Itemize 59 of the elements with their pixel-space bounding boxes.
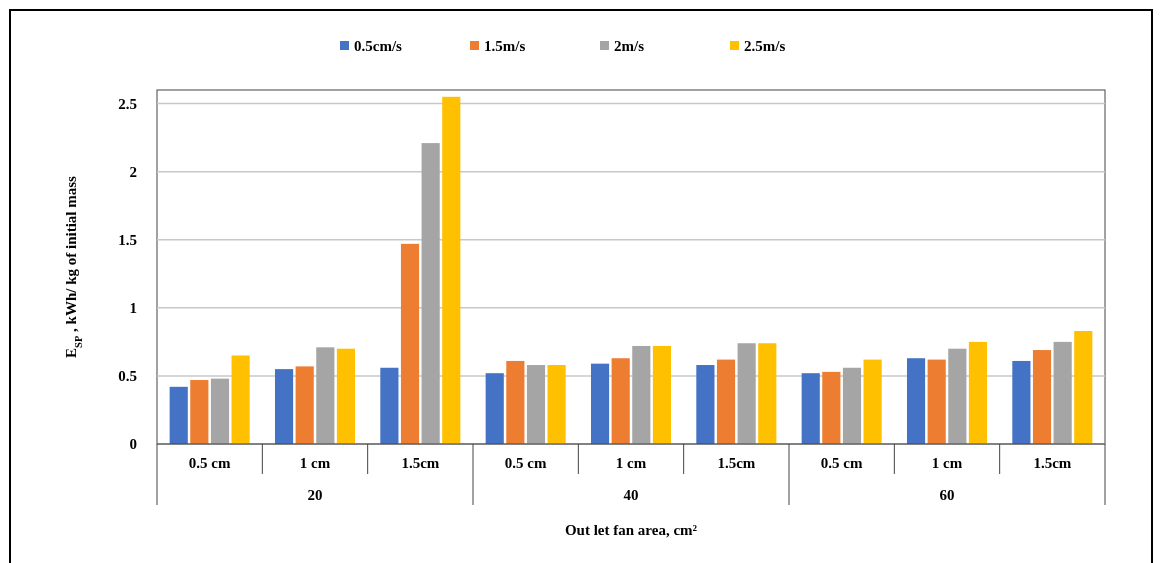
bar [801, 373, 820, 444]
bar [274, 369, 294, 444]
legend-label: 2m/s [614, 38, 645, 55]
x-tick-label: 0.5 cm [188, 455, 231, 471]
y-tick-label: 0.5 [118, 368, 137, 385]
bar [906, 358, 926, 444]
bar [526, 365, 546, 444]
legend-label: 2.5m/s [744, 38, 786, 55]
x-tick-label: 1.5cm [401, 455, 440, 471]
bar [863, 359, 882, 444]
legend-label: 1.5m/s [484, 38, 526, 55]
y-tick-label: 1.5 [118, 232, 137, 249]
bar [231, 355, 250, 444]
x-tick-label: 0.5 cm [504, 455, 547, 471]
bar [842, 367, 862, 444]
bar [421, 143, 440, 444]
legend-label: 0.5cm/s [354, 38, 403, 55]
bar [485, 373, 504, 444]
bar [948, 348, 967, 444]
bar [506, 360, 525, 444]
text: 20 [307, 487, 323, 503]
x-tick-label: 1 cm [931, 455, 963, 471]
bar [316, 347, 335, 444]
bar [547, 365, 566, 444]
bar [1074, 330, 1093, 444]
x-tick-label: 1 cm [299, 455, 331, 471]
x-tick-label: 1 cm [615, 455, 647, 471]
text: 40 [623, 487, 639, 503]
bar [590, 363, 610, 444]
bar [927, 359, 946, 444]
bar [1012, 360, 1031, 444]
bar [210, 378, 230, 444]
bar [169, 386, 188, 444]
bar [1053, 341, 1072, 444]
x-tick-label: 1.5cm [1033, 455, 1072, 471]
bar [968, 341, 988, 444]
bar [400, 243, 420, 444]
bar [652, 345, 672, 444]
bar [696, 365, 715, 444]
bar [716, 359, 736, 444]
x-tick-label: 0.5 cm [820, 455, 863, 471]
bar [632, 345, 651, 444]
bar [611, 358, 630, 444]
y-tick-label: 2.5 [118, 95, 137, 112]
text: 60 [939, 487, 955, 503]
bar [336, 348, 356, 444]
bar [380, 367, 399, 444]
x-axis-title: Out let fan area, cm² [564, 522, 698, 538]
bar [295, 366, 314, 444]
y-tick-label: 1 [129, 300, 137, 317]
x-tick-label: 1.5cm [717, 455, 756, 471]
bar [758, 343, 777, 444]
y-tick-label: 0 [129, 436, 137, 453]
bar [190, 380, 209, 444]
bar [737, 343, 756, 444]
bar [442, 96, 461, 444]
bar [822, 371, 841, 444]
y-tick-label: 2 [129, 163, 137, 180]
bar [1032, 350, 1052, 444]
